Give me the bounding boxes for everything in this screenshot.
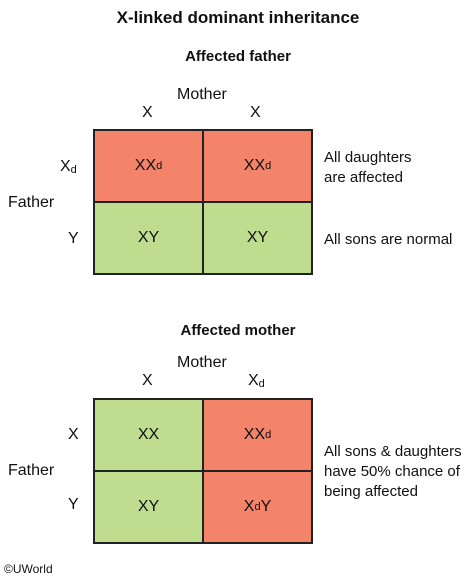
father-panel-col1-allele: X [142, 104, 153, 121]
mother-panel-col1-allele: X [142, 372, 153, 389]
father-panel-father-label: Father [8, 194, 55, 211]
mother-panel-subtitle: Affected mother [180, 322, 296, 339]
mother-panel-row1-allele: X [68, 426, 79, 443]
father-panel-daughters-note: All daughters are affected [324, 149, 412, 186]
diagram-title: X-linked dominant inheritance [116, 8, 360, 27]
father-panel-col2-allele: X [250, 104, 261, 121]
father-cell-son-2: XY [204, 203, 311, 273]
mother-cell-daughter-affected: XX d [204, 400, 311, 470]
father-panel-sons-note: All sons are normal [324, 231, 453, 248]
mother-panel-row2-allele: Y [68, 496, 79, 513]
mother-panel-father-label: Father [8, 462, 55, 479]
father-panel-subtitle: Affected father [185, 48, 291, 65]
mother-cell-son-normal: XY [95, 472, 202, 542]
copyright-text: ©UWorld [4, 562, 53, 576]
mother-panel-note: All sons & daughters have 50% chance of … [324, 443, 462, 500]
mother-panel-mother-label: Mother [177, 354, 227, 371]
father-cell-daughter-2: XX d [204, 131, 311, 201]
father-panel-row1-allele: Xd [60, 158, 77, 176]
father-cell-daughter-1: XX d [95, 131, 202, 201]
father-punnett-square: XX d XX d XY XY [93, 129, 313, 275]
father-cell-son-1: XY [95, 203, 202, 273]
mother-cell-daughter-normal: XX [95, 400, 202, 470]
father-panel-row2-allele: Y [68, 230, 79, 247]
father-panel-mother-label: Mother [177, 86, 227, 103]
mother-panel-col2-allele: Xd [248, 372, 265, 390]
